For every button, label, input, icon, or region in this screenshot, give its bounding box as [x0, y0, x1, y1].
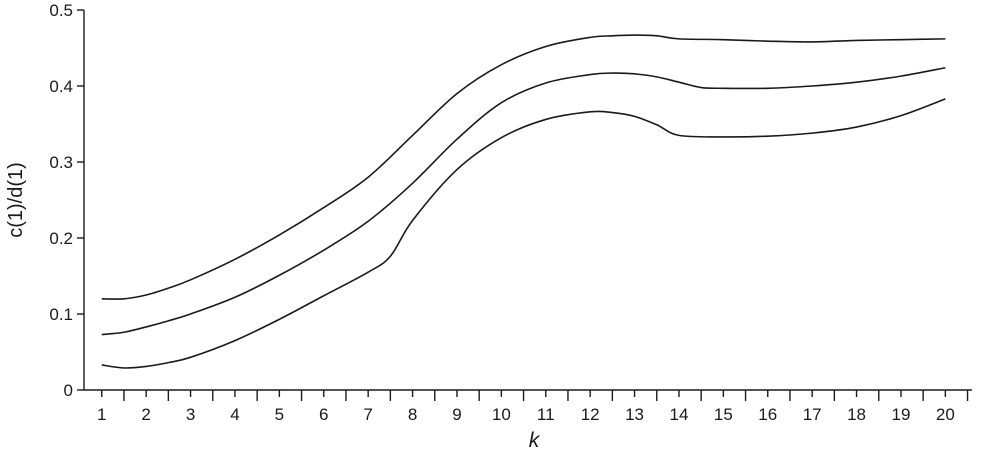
x-tick-label: 7 [363, 405, 372, 424]
x-tick-label: 13 [625, 405, 644, 424]
series-line-2 [101, 66, 946, 336]
y-tick-label: 0.4 [49, 77, 73, 96]
x-axis-label: k [529, 429, 541, 452]
x-tick-label: 1 [97, 405, 106, 424]
y-tick-label: 0 [64, 381, 73, 400]
x-tick-label: 4 [230, 405, 239, 424]
x-tick-label: 5 [275, 405, 284, 424]
x-tick-label: 18 [847, 405, 866, 424]
x-ticks: 1 2 3 4 5 6 7 8 9 10 11 12 13 14 15 16 17 18 19 20 [97, 390, 969, 424]
y-tick-label: 0.1 [49, 305, 73, 324]
x-tick-label: 2 [141, 405, 150, 424]
series-line-3 [101, 98, 946, 369]
x-tick-label: 10 [492, 405, 511, 424]
y-tick-label: 0.2 [49, 229, 73, 248]
x-tick-label: 15 [714, 405, 733, 424]
x-tick-label: 20 [936, 405, 955, 424]
x-tick-label: 19 [891, 405, 910, 424]
x-tick-label: 17 [803, 405, 822, 424]
x-tick-label: 14 [669, 405, 688, 424]
x-tick-label: 8 [408, 405, 417, 424]
y-tick-label: 0.3 [49, 153, 73, 172]
x-tick-label: 6 [319, 405, 328, 424]
axes [83, 10, 972, 391]
x-tick-label: 16 [758, 405, 777, 424]
x-tick-label: 12 [581, 405, 600, 424]
x-tick-label: 3 [186, 405, 195, 424]
series-line-1 [101, 34, 946, 300]
y-ticks: 0 0.1 0.2 0.3 0.4 0.5 [49, 1, 84, 400]
x-tick-label: 11 [537, 405, 555, 424]
x-tick-label: 9 [452, 405, 461, 424]
y-axis-label: c(1)/d(1) [5, 162, 27, 238]
y-tick-label: 0.5 [49, 1, 73, 20]
series-group [101, 34, 946, 369]
